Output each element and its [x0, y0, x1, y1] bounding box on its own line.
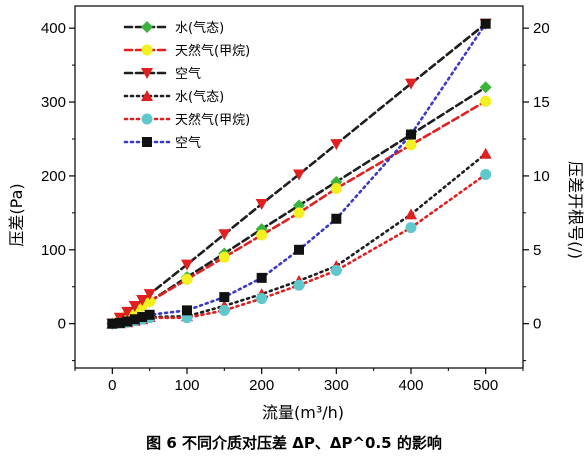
data-point: [128, 300, 141, 312]
axes: 0 100 200 300 400 500 0 100 200 300 400 0 5 10 15 20: [41, 20, 550, 394]
data-point: [293, 279, 305, 291]
legend-marker: [141, 44, 153, 56]
data-point: [480, 95, 492, 107]
data-point: [121, 306, 134, 318]
data-point: [405, 78, 417, 90]
legend-label: 天然气(甲烷): [175, 43, 250, 59]
y-axis-right-label: 压差开根号(/): [566, 161, 585, 259]
figure-caption: 图 6 不同介质对压差 ΔP、ΔP^0.5 的影响: [146, 434, 442, 452]
data-point: [129, 314, 140, 325]
data-point: [330, 182, 342, 194]
data-point: [218, 229, 231, 241]
data-point: [181, 259, 193, 271]
y-left-tick-label: 400: [41, 20, 66, 37]
data-point: [331, 213, 342, 224]
legend-marker: [141, 90, 153, 101]
x-tick-label: 200: [249, 377, 274, 394]
data-point: [330, 139, 343, 151]
data-point: [480, 168, 492, 180]
data-point: [255, 198, 268, 210]
legend-marker: [141, 68, 153, 79]
y-right-tick-label: 15: [533, 94, 550, 111]
data-point: [144, 309, 155, 320]
data-point: [256, 272, 267, 283]
series-2: [106, 95, 492, 330]
y-right-tick-label: 10: [533, 168, 550, 185]
data-point: [256, 293, 268, 305]
legend-label: 水(气态): [175, 20, 224, 36]
y-left-tick-label: 300: [41, 94, 66, 111]
data-point: [218, 304, 230, 316]
data-point: [143, 289, 156, 301]
x-tick-label: 500: [473, 377, 498, 394]
data-point: [219, 292, 230, 303]
y-right-tick-label: 5: [533, 242, 541, 259]
data-point: [406, 129, 416, 140]
data-point: [479, 147, 492, 159]
data-point: [293, 207, 305, 219]
y-left-tick-label: 100: [41, 242, 66, 259]
data-point: [256, 229, 268, 241]
series-6: [107, 18, 491, 329]
legend-marker: [142, 137, 152, 147]
data-point: [293, 169, 305, 181]
x-tick-label: 300: [324, 377, 349, 394]
data-point: [405, 208, 417, 220]
x-tick-label: 400: [398, 377, 423, 394]
data-point: [405, 222, 417, 234]
data-point: [480, 18, 491, 29]
data-point: [181, 273, 193, 285]
series-layer: [106, 18, 492, 330]
y-left-tick-label: 0: [58, 316, 66, 333]
legend-label: 天然气(甲烷): [175, 112, 250, 128]
data-point: [330, 264, 342, 276]
legend: 水(气态)天然气(甲烷)空气水(气态)天然气(甲烷)空气: [123, 20, 250, 151]
y-right-tick-label: 20: [533, 20, 550, 37]
data-point: [107, 318, 118, 329]
data-point: [114, 317, 125, 328]
y-right-tick-label: 0: [533, 316, 541, 333]
data-point: [122, 316, 133, 327]
legend-label: 空气: [175, 66, 201, 82]
data-point: [182, 305, 192, 316]
data-point: [137, 312, 148, 323]
data-point: [294, 244, 304, 255]
legend-label: 水(气态): [175, 89, 224, 105]
legend-marker: [141, 21, 153, 33]
data-point: [479, 81, 492, 94]
data-point: [144, 296, 156, 308]
y-axis-left-label: 压差(Pa): [7, 183, 26, 246]
x-tick-label: 100: [174, 377, 199, 394]
y-left-tick-label: 200: [41, 168, 66, 185]
x-tick-label: 0: [108, 377, 116, 394]
data-point: [136, 295, 149, 307]
x-axis-label: 流量(m³/h): [262, 403, 344, 422]
data-point: [218, 251, 230, 263]
data-point: [405, 139, 417, 151]
legend-marker: [141, 113, 153, 125]
legend-label: 空气: [175, 135, 201, 151]
